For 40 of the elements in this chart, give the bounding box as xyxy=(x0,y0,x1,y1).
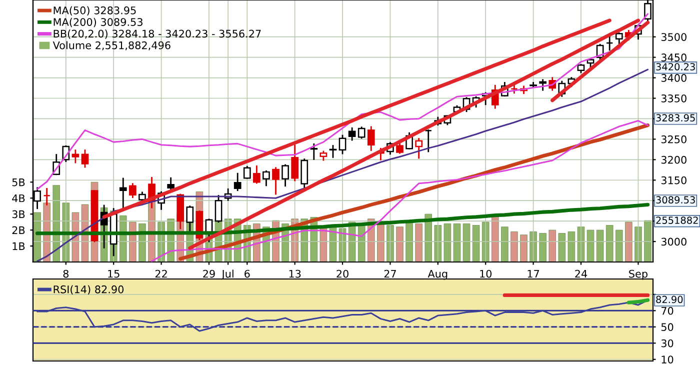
legend-label: RSI(14) 82.90 xyxy=(54,285,124,295)
y2-tick-label: 2B xyxy=(12,226,25,234)
x-tick-label: 24 xyxy=(575,270,588,278)
text: 3089.53 xyxy=(656,196,695,204)
x-tick-label: 22 xyxy=(155,270,167,278)
x-tick-label: 6 xyxy=(244,270,250,278)
y2-tick-label: 1B xyxy=(12,242,25,250)
text: 82.90 xyxy=(656,296,683,304)
x-tick-label: 27 xyxy=(384,270,396,278)
y-tick-label: 3400 xyxy=(661,74,686,82)
y-tick-label: 50 xyxy=(661,323,674,332)
text: 3283.95 xyxy=(656,114,695,122)
y-tick-label: 3000 xyxy=(661,238,686,246)
y-tick-label: 10 xyxy=(662,356,674,364)
text: 2551882 xyxy=(656,216,698,224)
x-tick-label: 17 xyxy=(528,270,540,278)
x-tick-label: 13 xyxy=(289,270,301,278)
y-tick-label: 3450 xyxy=(661,54,686,62)
x-tick-label: 29 xyxy=(203,270,215,278)
y-tick-label: 30 xyxy=(661,339,674,348)
x-tick-label: Aug xyxy=(428,270,448,280)
x-tick-label: Sep xyxy=(629,270,648,280)
legend-label: Volume 2,551,882,496 xyxy=(52,41,170,50)
x-tick-label: 10 xyxy=(480,270,492,278)
y-tick-label: 70 xyxy=(661,306,674,315)
y-tick-label: 3500 xyxy=(661,33,686,41)
y2-tick-label: 4B xyxy=(12,194,25,202)
text: 3420.23 xyxy=(656,63,695,70)
x-tick-label: 20 xyxy=(336,270,348,278)
legend-label: MA(200) 3089.53 xyxy=(54,18,142,28)
y-tick-label: 3250 xyxy=(661,135,686,144)
y-tick-label: 3150 xyxy=(661,176,686,184)
y2-tick-label: 3B xyxy=(12,210,25,218)
x-tick-label: 15 xyxy=(108,270,120,278)
legend-label: MA(50) 3283.95 xyxy=(54,6,136,16)
x-tick-label: 8 xyxy=(63,270,69,278)
y-tick-label: 3200 xyxy=(661,156,686,164)
y-tick-label: 3350 xyxy=(661,94,686,102)
y2-tick-label: 5B xyxy=(12,178,25,186)
legend-label: BB(20,2.0) 3284.18 - 3420.23 - 3556.27 xyxy=(54,30,261,39)
